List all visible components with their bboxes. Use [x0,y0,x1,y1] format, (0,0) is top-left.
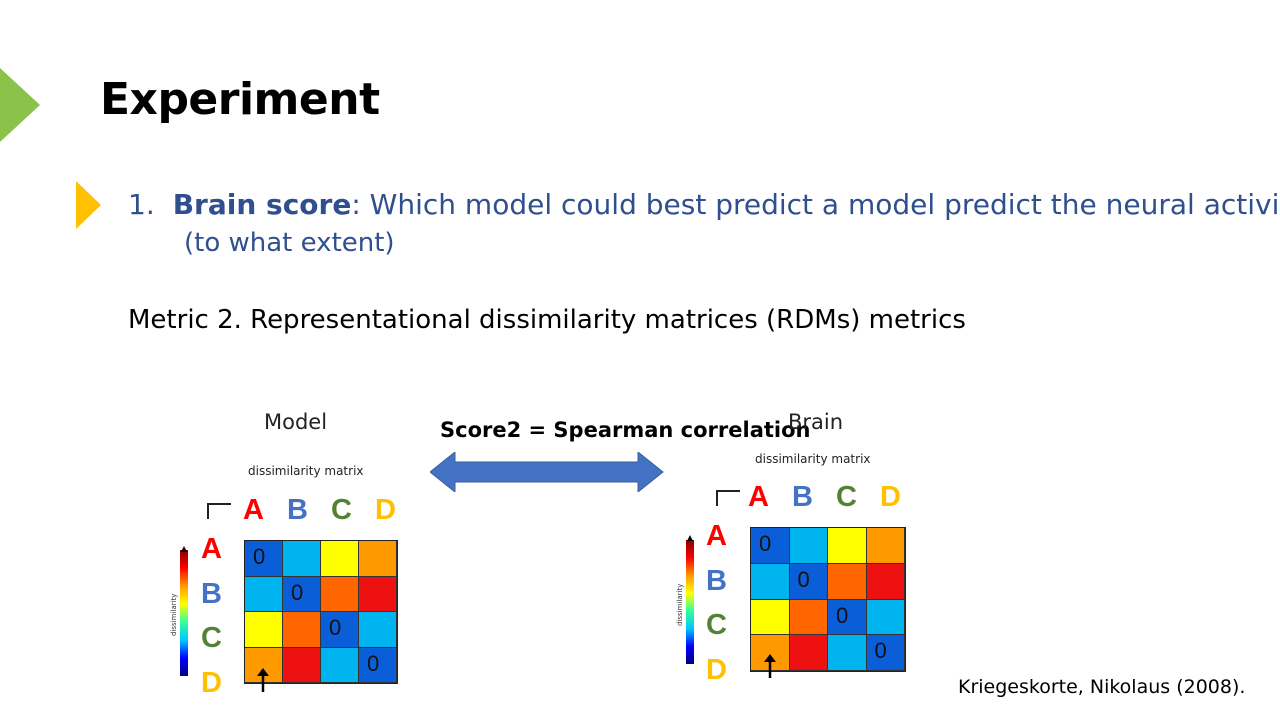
double-arrow-icon [430,452,664,492]
bullet-number: 1. [128,188,155,221]
model-matrix-cell: 0 [283,576,321,612]
brain-matrix-cell [866,563,905,600]
brain-column-letter: D [880,481,901,513]
model-matrix-cell [283,612,321,648]
model-matrix-cell [245,612,283,648]
model-label: Model [264,410,328,434]
score-label: Score2 = Spearman correlation [440,418,811,442]
model-matrix-cell: 0 [245,541,283,577]
metric-heading: Metric 2. Representational dissimilarity… [128,305,966,335]
brain-corner-mark [716,490,740,506]
green-triangle-icon [0,68,40,142]
brain-matrix-cell [751,599,790,636]
model-column-letter: A [243,494,264,526]
brain-matrix-cell [828,635,867,671]
brain-matrix-cell: 0 [866,635,905,671]
brain-matrix-cell [789,635,828,671]
model-row-letter: C [201,622,222,654]
model-matrix-cell [283,647,321,683]
model-matrix-title: dissimilarity matrix [248,464,364,478]
brain-row-letter: A [706,520,727,552]
model-matrix-cell: 0 [359,647,397,683]
model-row-letter: B [201,577,222,610]
brain-colorbar [686,540,694,664]
brain-matrix-cell [828,563,867,600]
brain-row-letter: C [706,609,727,641]
brain-label: Brain [788,410,844,434]
brain-matrix-cell [789,528,828,564]
brain-matrix-cell [789,599,828,636]
model-row-letter: D [201,666,222,699]
brain-matrix-cell: 0 [828,599,867,636]
brain-matrix-cell [828,528,867,564]
model-corner-mark [207,503,231,519]
bullet-text: : Which model could best predict a model… [351,188,1280,221]
model-row-letter: A [201,533,222,565]
brain-row-letter: B [706,564,727,597]
model-matrix-cell [359,612,397,648]
bullet-item: 1. Brain score: Which model could best pr… [128,188,1280,221]
brain-matrix-cell [751,563,790,600]
model-column-letter: C [331,494,352,526]
model-matrix-cell [245,576,283,612]
model-axis-label: dissimilarity [170,593,178,636]
model-up-arrow-icon [257,668,269,692]
model-matrix-cell: 0 [321,612,359,648]
model-colorbar-arrow-icon [181,546,187,552]
model-matrix-cell [283,541,321,577]
brain-matrix-cell [866,599,905,636]
brain-matrix-cell [866,528,905,564]
page-title: Experiment [100,74,380,125]
model-matrix-cell [321,576,359,612]
brain-matrix-title: dissimilarity matrix [755,452,871,466]
brain-column-letter: C [836,481,857,513]
model-matrix-cell [321,541,359,577]
model-matrix-cell [359,541,397,577]
brain-row-letter: D [706,653,727,686]
model-matrix-cell [359,576,397,612]
model-colorbar [180,550,188,676]
model-column-letter: B [287,494,308,526]
bullet-term: Brain score [172,188,352,221]
brain-matrix-cell: 0 [789,563,828,600]
brain-matrix-cell: 0 [751,528,790,564]
brain-up-arrow-icon [764,654,776,678]
yellow-bullet-icon [76,181,101,229]
model-column-letter: D [375,494,396,526]
brain-axis-label: dissimilarity [676,583,684,626]
brain-column-letter: B [792,481,813,513]
citation: Kriegeskorte, Nikolaus (2008). [958,676,1246,698]
brain-column-letter: A [748,481,769,513]
bullet-continuation: (to what extent) [184,228,395,258]
brain-colorbar-arrow-icon [687,535,693,541]
model-matrix-cell [321,647,359,683]
